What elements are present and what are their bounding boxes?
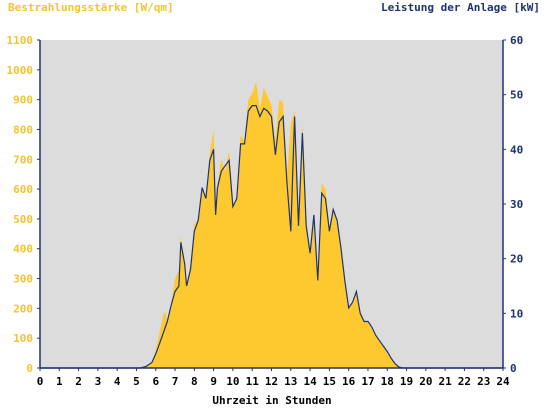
x-tick-label: 24 [496,375,510,388]
power-line [40,104,503,369]
y-left-tick-label: 0 [26,362,33,375]
x-tick-label: 8 [191,375,198,388]
y-left-tick-label: 800 [13,123,33,136]
y-left-tick-label: 600 [13,183,33,196]
x-tick-label: 21 [439,375,453,388]
y-right-tick-label: 10 [510,307,523,320]
x-tick-label: 11 [246,375,260,388]
x-tick-label: 16 [342,375,356,388]
x-tick-label: 5 [133,375,140,388]
x-tick-label: 17 [361,375,374,388]
y-left-tick-label: 900 [13,94,33,107]
irradiance-area [40,81,503,368]
y-right-tick-label: 60 [510,34,523,47]
x-axis-title: Uhrzeit in Stunden [212,394,332,407]
x-tick-label: 22 [458,375,471,388]
y-right-tick-label: 20 [510,253,523,266]
x-tick-label: 0 [37,375,44,388]
y-right-tick-label: 40 [510,143,523,156]
x-tick-label: 19 [400,375,413,388]
y-left-tick-label: 400 [13,243,33,256]
x-tick-label: 6 [152,375,159,388]
x-tick-label: 4 [114,375,121,388]
y-left-tick-label: 100 [13,332,33,345]
x-tick-label: 9 [210,375,217,388]
y-right-tick-label: 30 [510,198,523,211]
x-tick-label: 2 [75,375,82,388]
x-tick-label: 13 [284,375,297,388]
y-left-tick-label: 700 [13,153,33,166]
y-left-tick-label: 1000 [7,64,34,77]
y-left-axis-title: Bestrahlungsstärke [W/qm] [8,1,174,14]
y-left-tick-label: 500 [13,213,33,226]
y-right-tick-label: 0 [510,362,517,375]
x-tick-label: 3 [95,375,102,388]
x-tick-label: 20 [419,375,432,388]
x-tick-label: 23 [477,375,490,388]
x-tick-label: 10 [226,375,239,388]
x-tick-label: 7 [172,375,179,388]
y-left-tick-label: 1100 [7,34,34,47]
x-tick-label: 12 [265,375,278,388]
y-right-axis-title: Leistung der Anlage [kW] [381,1,540,14]
x-tick-label: 18 [381,375,394,388]
y-right-tick-label: 50 [510,89,523,102]
x-tick-label: 1 [56,375,63,388]
y-left-tick-label: 300 [13,273,33,286]
x-tick-label: 14 [303,375,317,388]
y-left-tick-label: 200 [13,302,33,315]
x-tick-label: 15 [323,375,336,388]
